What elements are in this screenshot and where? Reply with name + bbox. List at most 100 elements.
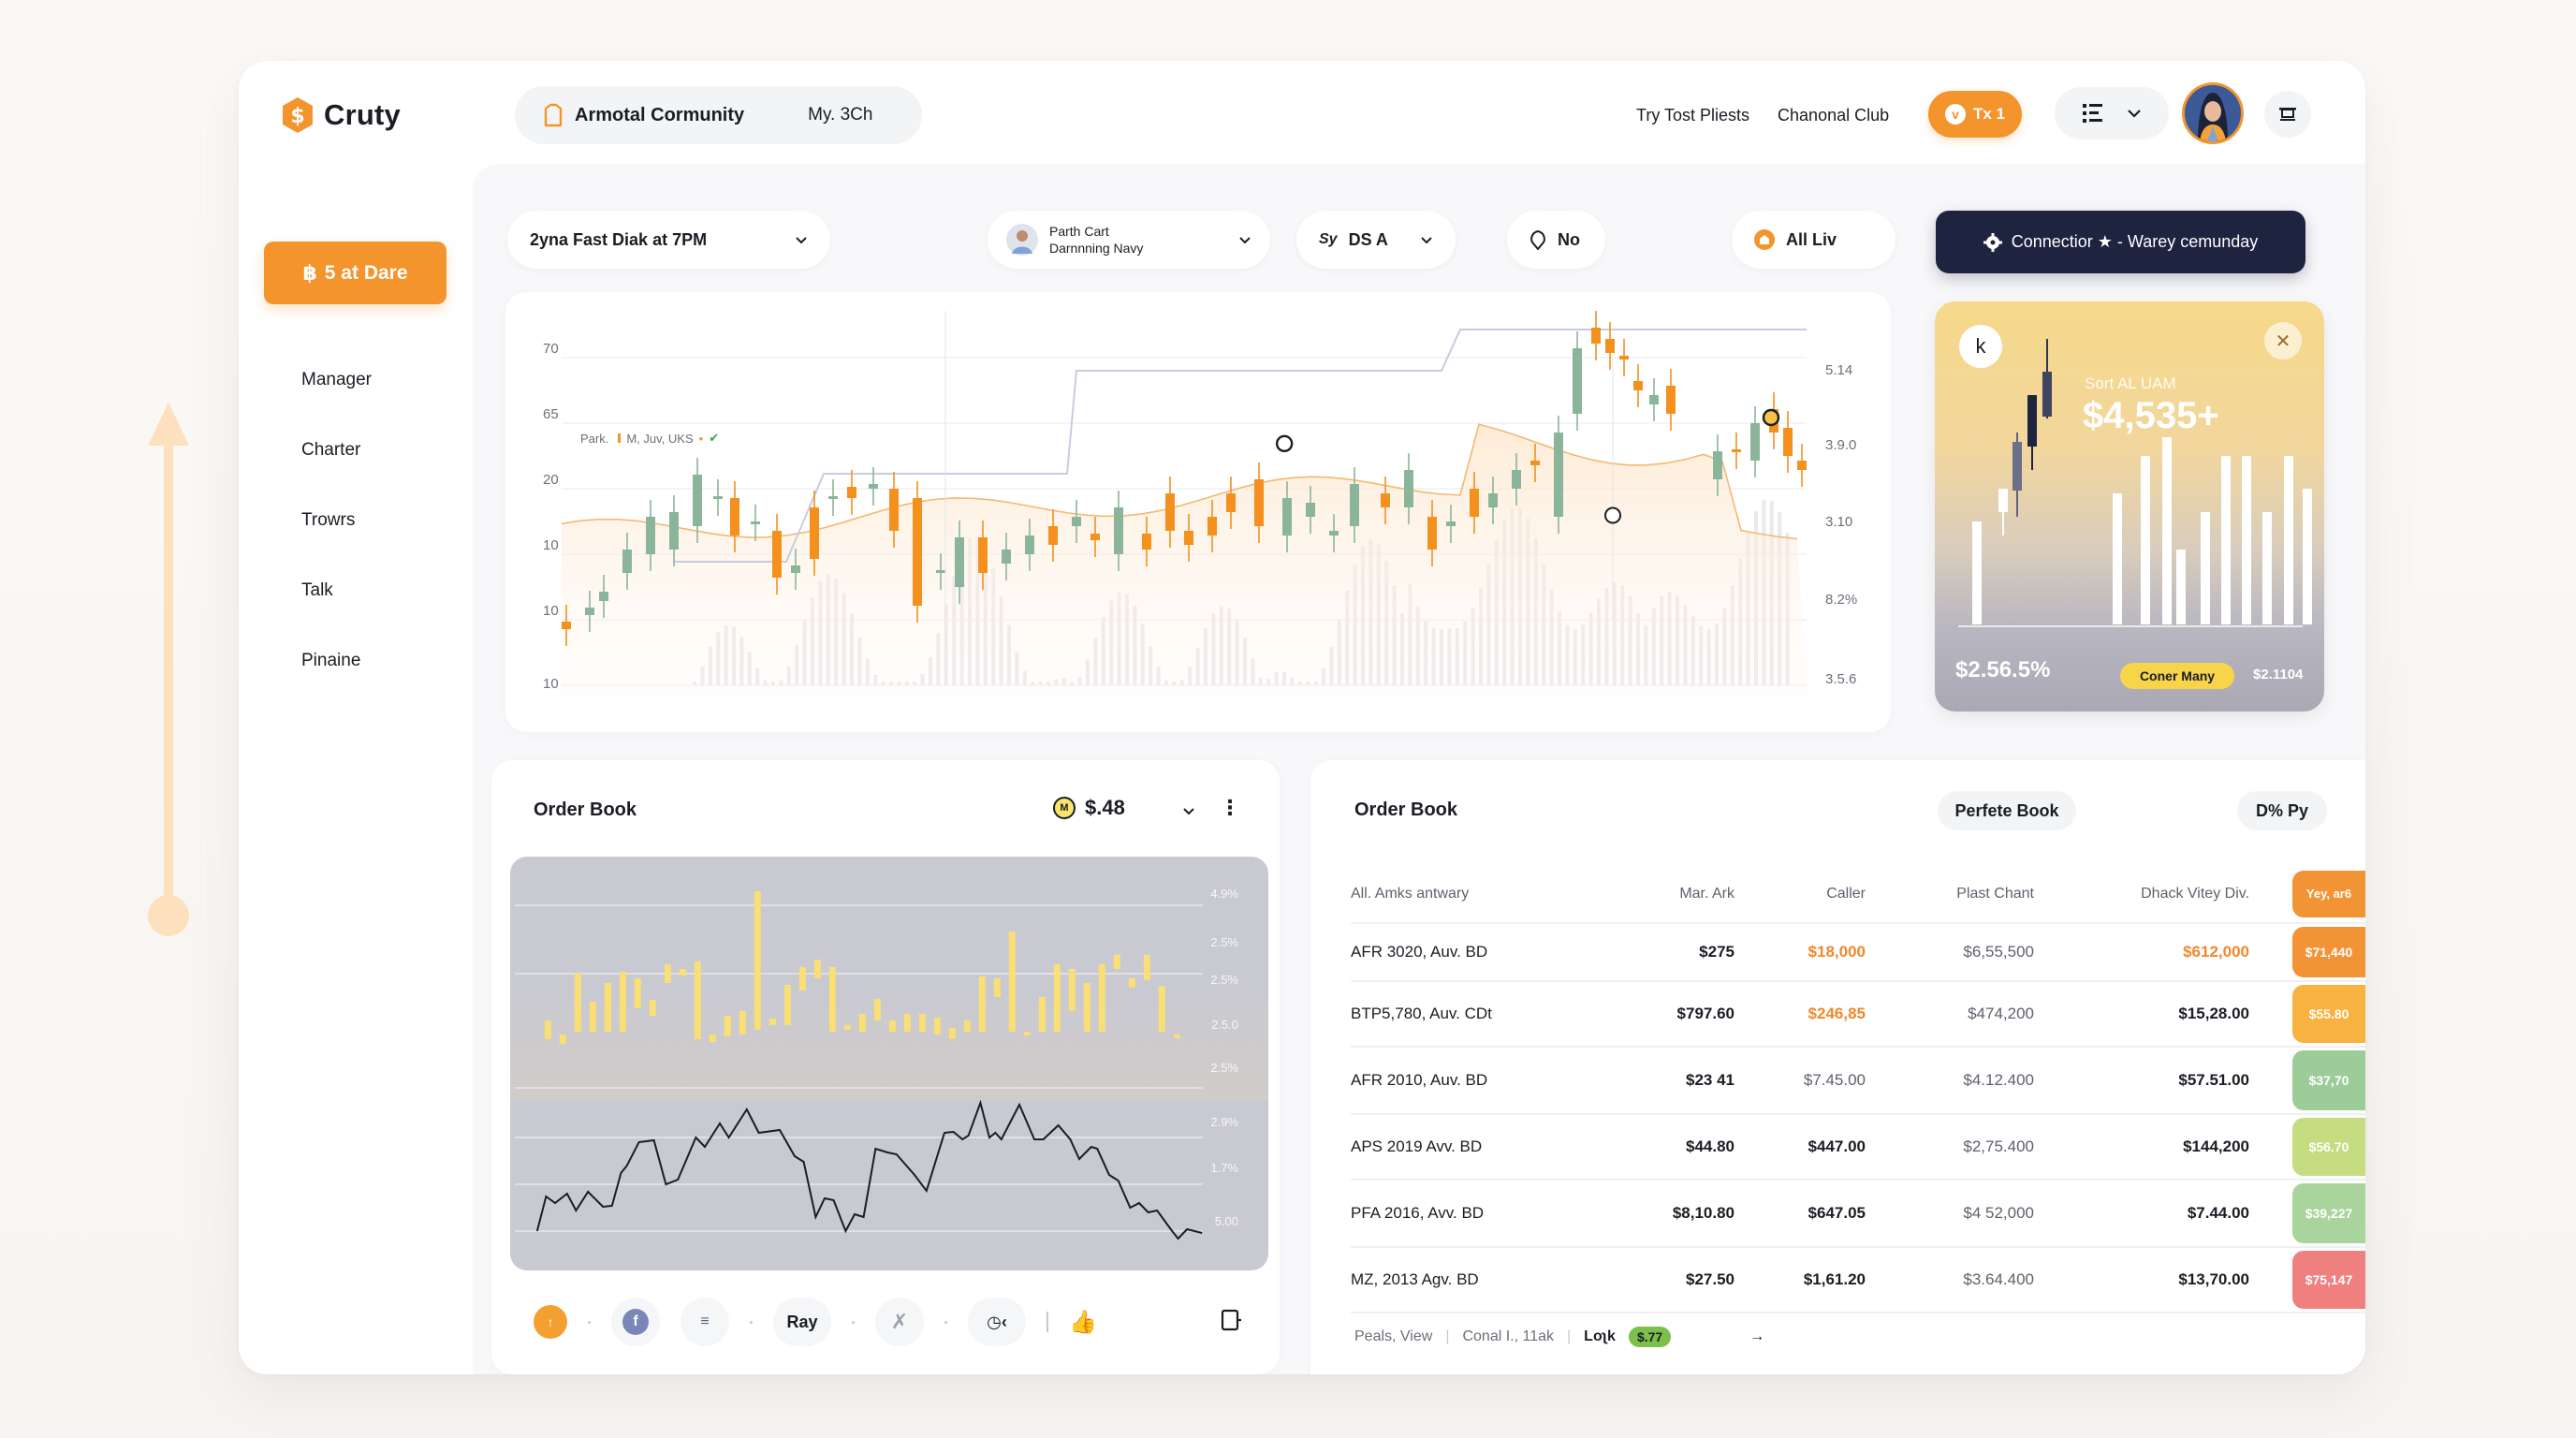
row-tag: $75,147 [2292,1251,2365,1309]
pair-dropdown[interactable]: Sy DS A [1296,211,1456,269]
pin-icon[interactable]: ↑ [534,1305,567,1339]
order-book-chart[interactable]: 4.9% 2.5% 2.5% 2.5.0 2.5% 2.9% 1.7% 5.00 [510,857,1268,1270]
sidebar-item-pinaine[interactable]: Pinaine [301,650,361,670]
y-tick: 4.9% [1210,887,1238,901]
chevron-down-icon[interactable] [1182,807,1195,815]
y-tick: 10 [543,537,559,553]
chevron-down-icon [796,236,807,243]
thumbs-up-icon[interactable]: 👍 [1069,1309,1097,1335]
alert-toggle[interactable]: No [1507,211,1605,269]
sidebar-item-trowrs[interactable]: Trowrs [301,509,356,530]
app-window: $ Cruty Armotal Cormunity My. 3Ch Try To… [239,61,2365,1374]
promo-value: $4,535+ [2083,395,2219,436]
column-header[interactable]: Dhack Vitey Div. [2141,885,2249,902]
footer-view-link[interactable]: Peals, View [1354,1328,1433,1344]
y-tick: 10 [543,603,559,619]
close-icon[interactable]: ✕ [2264,322,2302,360]
cart-button[interactable] [2264,91,2311,138]
y-tick: 2.5.0 [1211,1018,1238,1032]
separator: | [1567,1328,1572,1344]
row-mar: $8,10.80 [1672,1204,1734,1222]
my-ch-tab[interactable]: My. 3Ch [808,105,873,125]
gear-icon [1983,232,2002,252]
connect-button[interactable]: Connectior ★ - Warey cemunday [1936,211,2305,273]
column-header-tag[interactable]: Yey, ar6 [2292,870,2365,917]
column-header[interactable]: Mar. Ark [1679,885,1734,902]
indicator-list-icon[interactable]: ≡ [681,1298,729,1346]
table-row[interactable]: AFR 2010, Auv. BD $23 41 $7.45.00 $4.12.400… [1351,1048,2365,1115]
location-pin-icon [1530,229,1545,250]
view-toggle[interactable] [2055,87,2169,139]
sidebar-item-charter[interactable]: Charter [301,439,361,460]
row-name: APS 2019 Avv. BD [1351,1137,1483,1155]
promo-badge[interactable]: Coner Many [2120,663,2234,689]
row-plast: $2,75.400 [1963,1137,2034,1155]
user-avatar[interactable] [2182,82,2244,144]
top-link-tests[interactable]: Try Tost Pliests [1636,106,1750,125]
sidebar-cta-label: 5 at Dare [324,261,408,284]
table-row[interactable]: BTP5,780, Auv. CDt $797.60 $246,85 $474,200… [1351,982,2365,1048]
more-vertical-icon[interactable]: ⋮ [1220,796,1240,819]
k-button[interactable]: k [1959,325,2002,368]
row-dhack: $144,200 [2183,1137,2249,1155]
person-avatar-icon [2185,85,2241,141]
order-book-title: Order Book [534,800,637,820]
footer-lock-label: Loʅk [1584,1328,1616,1344]
tx-label: Tx 1 [1972,105,2006,123]
export-icon[interactable] [1221,1309,1241,1336]
display-options-button[interactable]: D% Py [2237,791,2327,830]
table-row[interactable]: PFA 2016, Avv. BD $8,10.80 $647.05 $4 52,00… [1351,1181,2365,1248]
alert-label: No [1558,229,1580,249]
promo-card: k ✕ Sort AL UAM $4,535+ $2.56.5% Coner M… [1935,301,2324,712]
y-tick: 65 [543,406,559,422]
order-book-table-card: Order Book Perfete Book D% Py All. Amks … [1310,760,2365,1374]
order-book-chart-card: Order Book M $.48 ⋮ 4.9% 2.5% 2.5% 2.5.0… [491,760,1280,1374]
community-label: Armotal Cormunity [575,104,745,125]
legend-dot-icon: • [698,431,704,446]
bitcoin-icon: ฿ [302,260,317,285]
list-layout-icon [2083,104,2102,123]
perfect-book-button[interactable]: Perfete Book [1938,791,2076,830]
row-plast: $474,200 [1968,1005,2034,1022]
row-caller: $447.00 [1808,1137,1866,1155]
column-header[interactable]: Plast Chant [1956,885,2034,902]
cross-tool-icon[interactable]: ✗ [875,1298,924,1346]
row-name: BTP5,780, Auv. CDt [1351,1005,1492,1022]
y-tick: 1.7% [1210,1161,1238,1175]
alarm-clock-icon[interactable]: ◷‹ [968,1298,1026,1346]
order-book-price[interactable]: M $.48 [1053,796,1125,820]
schedule-label: 2yna Fast Diak at 7PM [530,229,708,249]
chevron-down-icon [1421,236,1432,243]
table-row[interactable]: APS 2019 Avv. BD $44.80 $447.00 $2,75.400 $1… [1351,1115,2365,1181]
sidebar-item-talk[interactable]: Talk [301,580,333,600]
chart-legend: Park. M, Juv, UKS • ✔ [580,431,719,446]
row-mar: $275 [1699,943,1734,961]
facebook-icon[interactable]: f [611,1298,660,1346]
top-link-club[interactable]: Chanonal Club [1778,106,1890,125]
user-dropdown[interactable]: Parth Cart Darnnning Navy [988,211,1270,269]
column-header[interactable]: Caller [1826,885,1866,902]
ray-tool-button[interactable]: Ray [773,1298,831,1346]
schedule-dropdown[interactable]: 2yna Fast Diak at 7PM [507,211,830,269]
community-tab[interactable]: Armotal Cormunity [543,103,744,127]
promo-percent: $2.56.5% [1955,657,2051,682]
row-name: AFR 3020, Auv. BD [1351,943,1488,961]
row-dhack: $57.51.00 [2178,1071,2249,1089]
legend-swatch-icon [618,433,622,443]
tx-button[interactable]: v Tx 1 [1928,91,2022,138]
separator-dot [852,1320,855,1324]
y-tick: 70 [543,341,559,357]
chevron-down-icon [1239,236,1251,243]
sidebar-cta-button[interactable]: ฿ 5 at Dare [264,242,446,304]
candlestick-chart[interactable] [505,292,1891,732]
row-plast: $4 52,000 [1963,1204,2034,1222]
column-header[interactable]: All. Amks antwary [1351,885,1470,902]
arrow-right-icon[interactable]: → [1749,1328,1765,1344]
all-live-filter[interactable]: All Liv [1732,211,1895,269]
logo[interactable]: $ Cruty [281,96,401,134]
table-row[interactable]: MZ, 2013 Agv. BD $27.50 $1,61.20 $3.64.400 $… [1351,1248,2365,1313]
sidebar-item-manager[interactable]: Manager [301,369,372,389]
row-dhack: $13,70.00 [2178,1270,2249,1288]
table-row[interactable]: AFR 3020, Auv. BD $275 $18,000 $6,55,500 $61… [1351,924,2365,982]
footer-lock-value: $.77 [1628,1327,1672,1347]
